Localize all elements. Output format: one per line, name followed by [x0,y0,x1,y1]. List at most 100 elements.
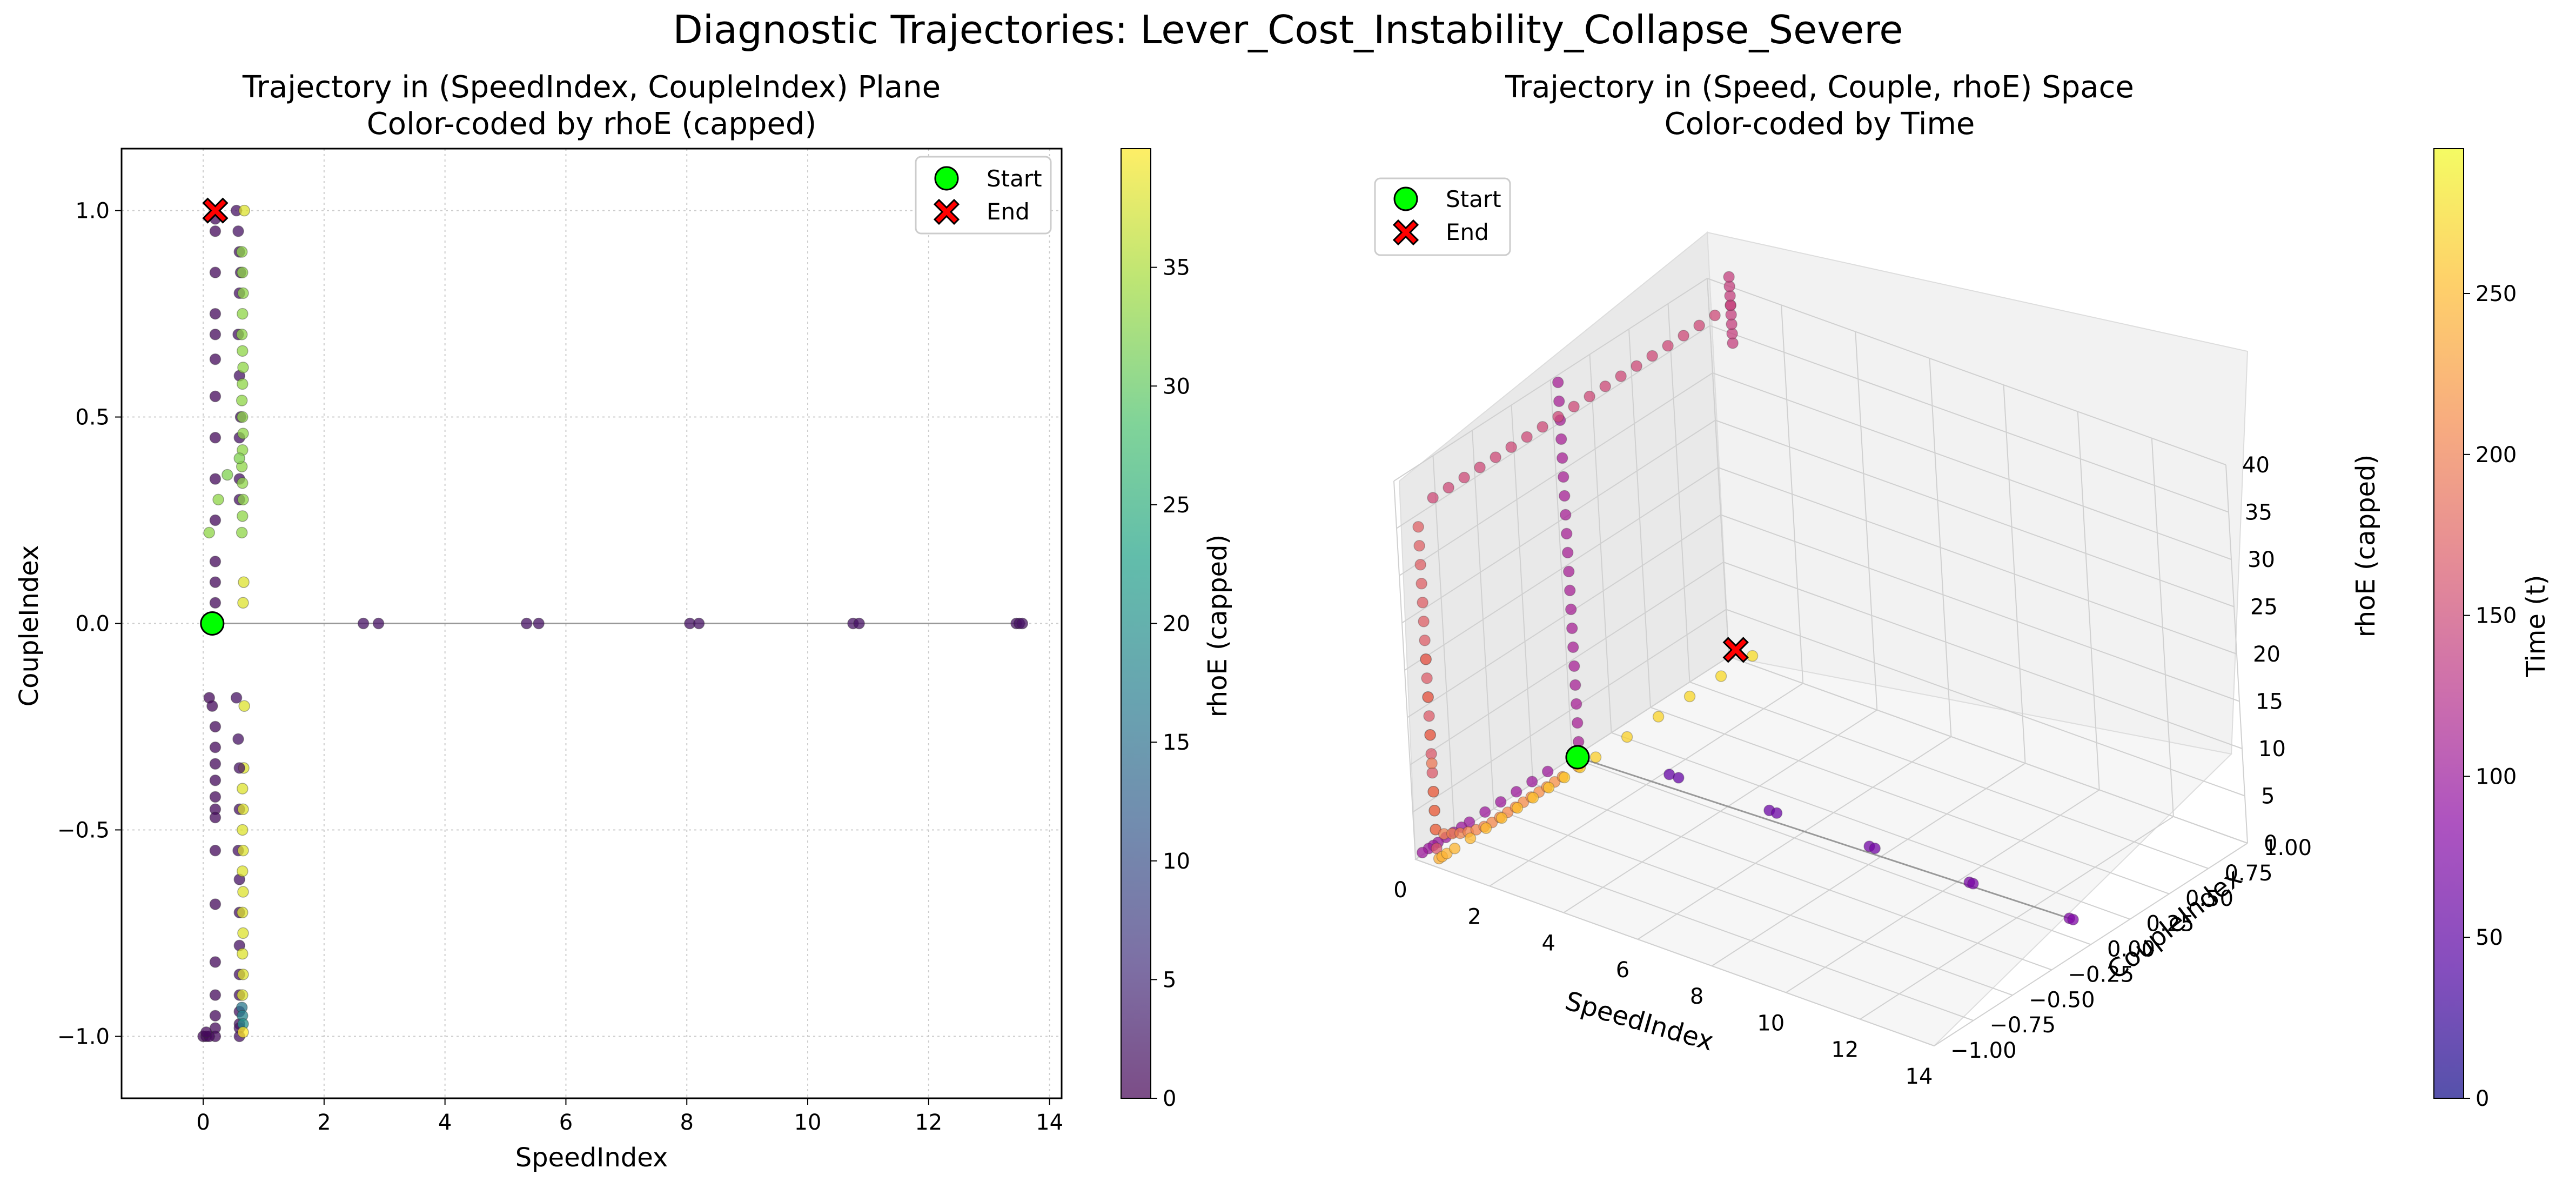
left-data-point [372,617,385,630]
left-data-point [233,762,245,774]
right-y-tick-label: 1.00 [2264,836,2312,860]
right-data-point [1673,772,1685,784]
right-grid-back-z [1707,278,2226,465]
right-data-point [1422,691,1434,703]
left-data-point [209,898,222,910]
left-data-point [209,556,222,568]
left-data-point [209,266,222,278]
right-data-point [1526,776,1538,787]
left-start-marker [200,611,225,636]
right-data-point [1683,690,1696,703]
left-colorbar-tick-label: 5 [1163,967,1176,992]
right-z-tick-label: 0 [2264,831,2277,856]
left-y-tick-label: 0.5 [75,405,110,430]
right-colorbar-tick-label: 200 [2476,443,2517,468]
right-grid-back-z [1728,656,2248,844]
left-colorbar-tick-label: 15 [1163,730,1190,755]
left-data-point [237,510,249,522]
right-y-tick-label: −0.50 [2029,987,2095,1012]
left-data-point [237,969,249,980]
left-x-tick-label: 12 [915,1110,942,1135]
right-y-tick-label: −1.00 [1950,1038,2017,1063]
right-legend: Start End [1374,177,1511,256]
left-data-point [209,844,222,857]
right-y-tick-label: 0.50 [2185,886,2233,911]
right-data-point [1693,319,1705,332]
left-colorbar-tick-label: 0 [1163,1086,1176,1111]
left-data-point [236,395,248,406]
left-data-point [222,469,233,481]
left-data-point [1016,617,1029,630]
right-z-tick-label: 30 [2248,548,2275,572]
left-data-point [237,906,249,918]
right-data-point [1495,812,1508,824]
right-data-point [1494,796,1507,808]
right-data-point [1662,340,1674,352]
right-y-tick-label: −0.75 [1990,1013,2056,1038]
right-legend-end-label: End [1446,219,1489,245]
right-grid-floor-y [1493,808,2013,996]
right-data-point [1570,698,1582,710]
right-data-point [1589,751,1602,763]
right-data-point [1569,679,1581,691]
right-data-point [1552,376,1564,389]
right-data-point [1552,411,1564,423]
left-legend-start-marker [934,166,959,191]
left-scatter-points [197,204,1029,1043]
right-grid-back-z [1720,514,2240,702]
left-data-point [533,617,545,630]
left-x-tick-label: 8 [680,1110,694,1135]
left-legend-end-label: End [987,198,1030,225]
right-data-point [1464,832,1477,844]
right-end-marker [1722,637,1749,663]
right-colorbar-tick-label: 50 [2476,925,2503,950]
right-colorbar-tick-label: 250 [2476,282,2517,306]
right-title: Trajectory in (Speed, Couple, rhoE) Spac… [1505,70,2134,105]
right-data-point [1419,635,1431,646]
right-data-point [1715,670,1727,682]
right-data-point [1448,843,1461,855]
left-data-point [357,617,370,630]
right-z-tick-label: 40 [2242,453,2270,478]
left-colorbar-tick-label: 20 [1163,612,1190,637]
right-grid-side-z [1396,325,1710,529]
right-grid-floor-y [1415,859,1935,1046]
left-x-tick-label: 4 [438,1110,452,1135]
left-panel: Trajectory in (SpeedIndex, CoupleIndex) … [14,70,1233,1173]
right-data-point [1542,782,1555,794]
right-data-point [1564,584,1576,597]
left-start-end-markers [200,197,229,636]
left-title: Trajectory in (SpeedIndex, CoupleIndex) … [242,70,941,105]
left-y-tick-label: −0.5 [57,818,110,843]
left-data-point [209,597,222,609]
right-grid-side-z [1407,514,1721,718]
left-y-tick-label: −1.0 [57,1024,110,1049]
left-colorbar-ticks: 0 5 10 15 20 25 30 35 [1151,256,1190,1111]
right-data-point [1426,757,1438,770]
right-data-point [1420,653,1432,665]
right-colorbar-tick-label: 100 [2476,764,2517,789]
right-data-point [1505,441,1517,453]
left-data-point [237,927,249,939]
right-colorbar-ticks: 0 50 100 150 200 250 [2464,282,2517,1111]
right-data-point [1412,521,1424,533]
right-data-point [1556,452,1568,464]
right-grid-back-z [1726,609,2245,797]
right-grid-floor-y [1689,681,2209,869]
left-y-tick-labels: −1.0 −0.5 0.0 0.5 1.0 [57,199,122,1049]
right-y-tick-label: 0.00 [2107,937,2155,962]
right-y-tick-label: 0.25 [2146,912,2195,937]
right-legend-start-label: Start [1446,186,1501,212]
right-x-tick-labels: 0 2 4 6 8 10 12 14 [1393,878,1933,1089]
left-data-point [237,989,249,1001]
right-data-point [1553,395,1565,408]
right-data-point [1414,559,1426,571]
right-z-tick-label: 5 [2261,784,2275,809]
left-colorbar-tick-label: 30 [1163,374,1190,399]
right-x-tick-label: 10 [1757,1011,1785,1036]
right-data-point [1770,807,1783,819]
right-z-tick-label: 35 [2245,500,2272,525]
left-data-point [237,597,249,609]
right-x-tick-label: 4 [1542,931,1555,956]
